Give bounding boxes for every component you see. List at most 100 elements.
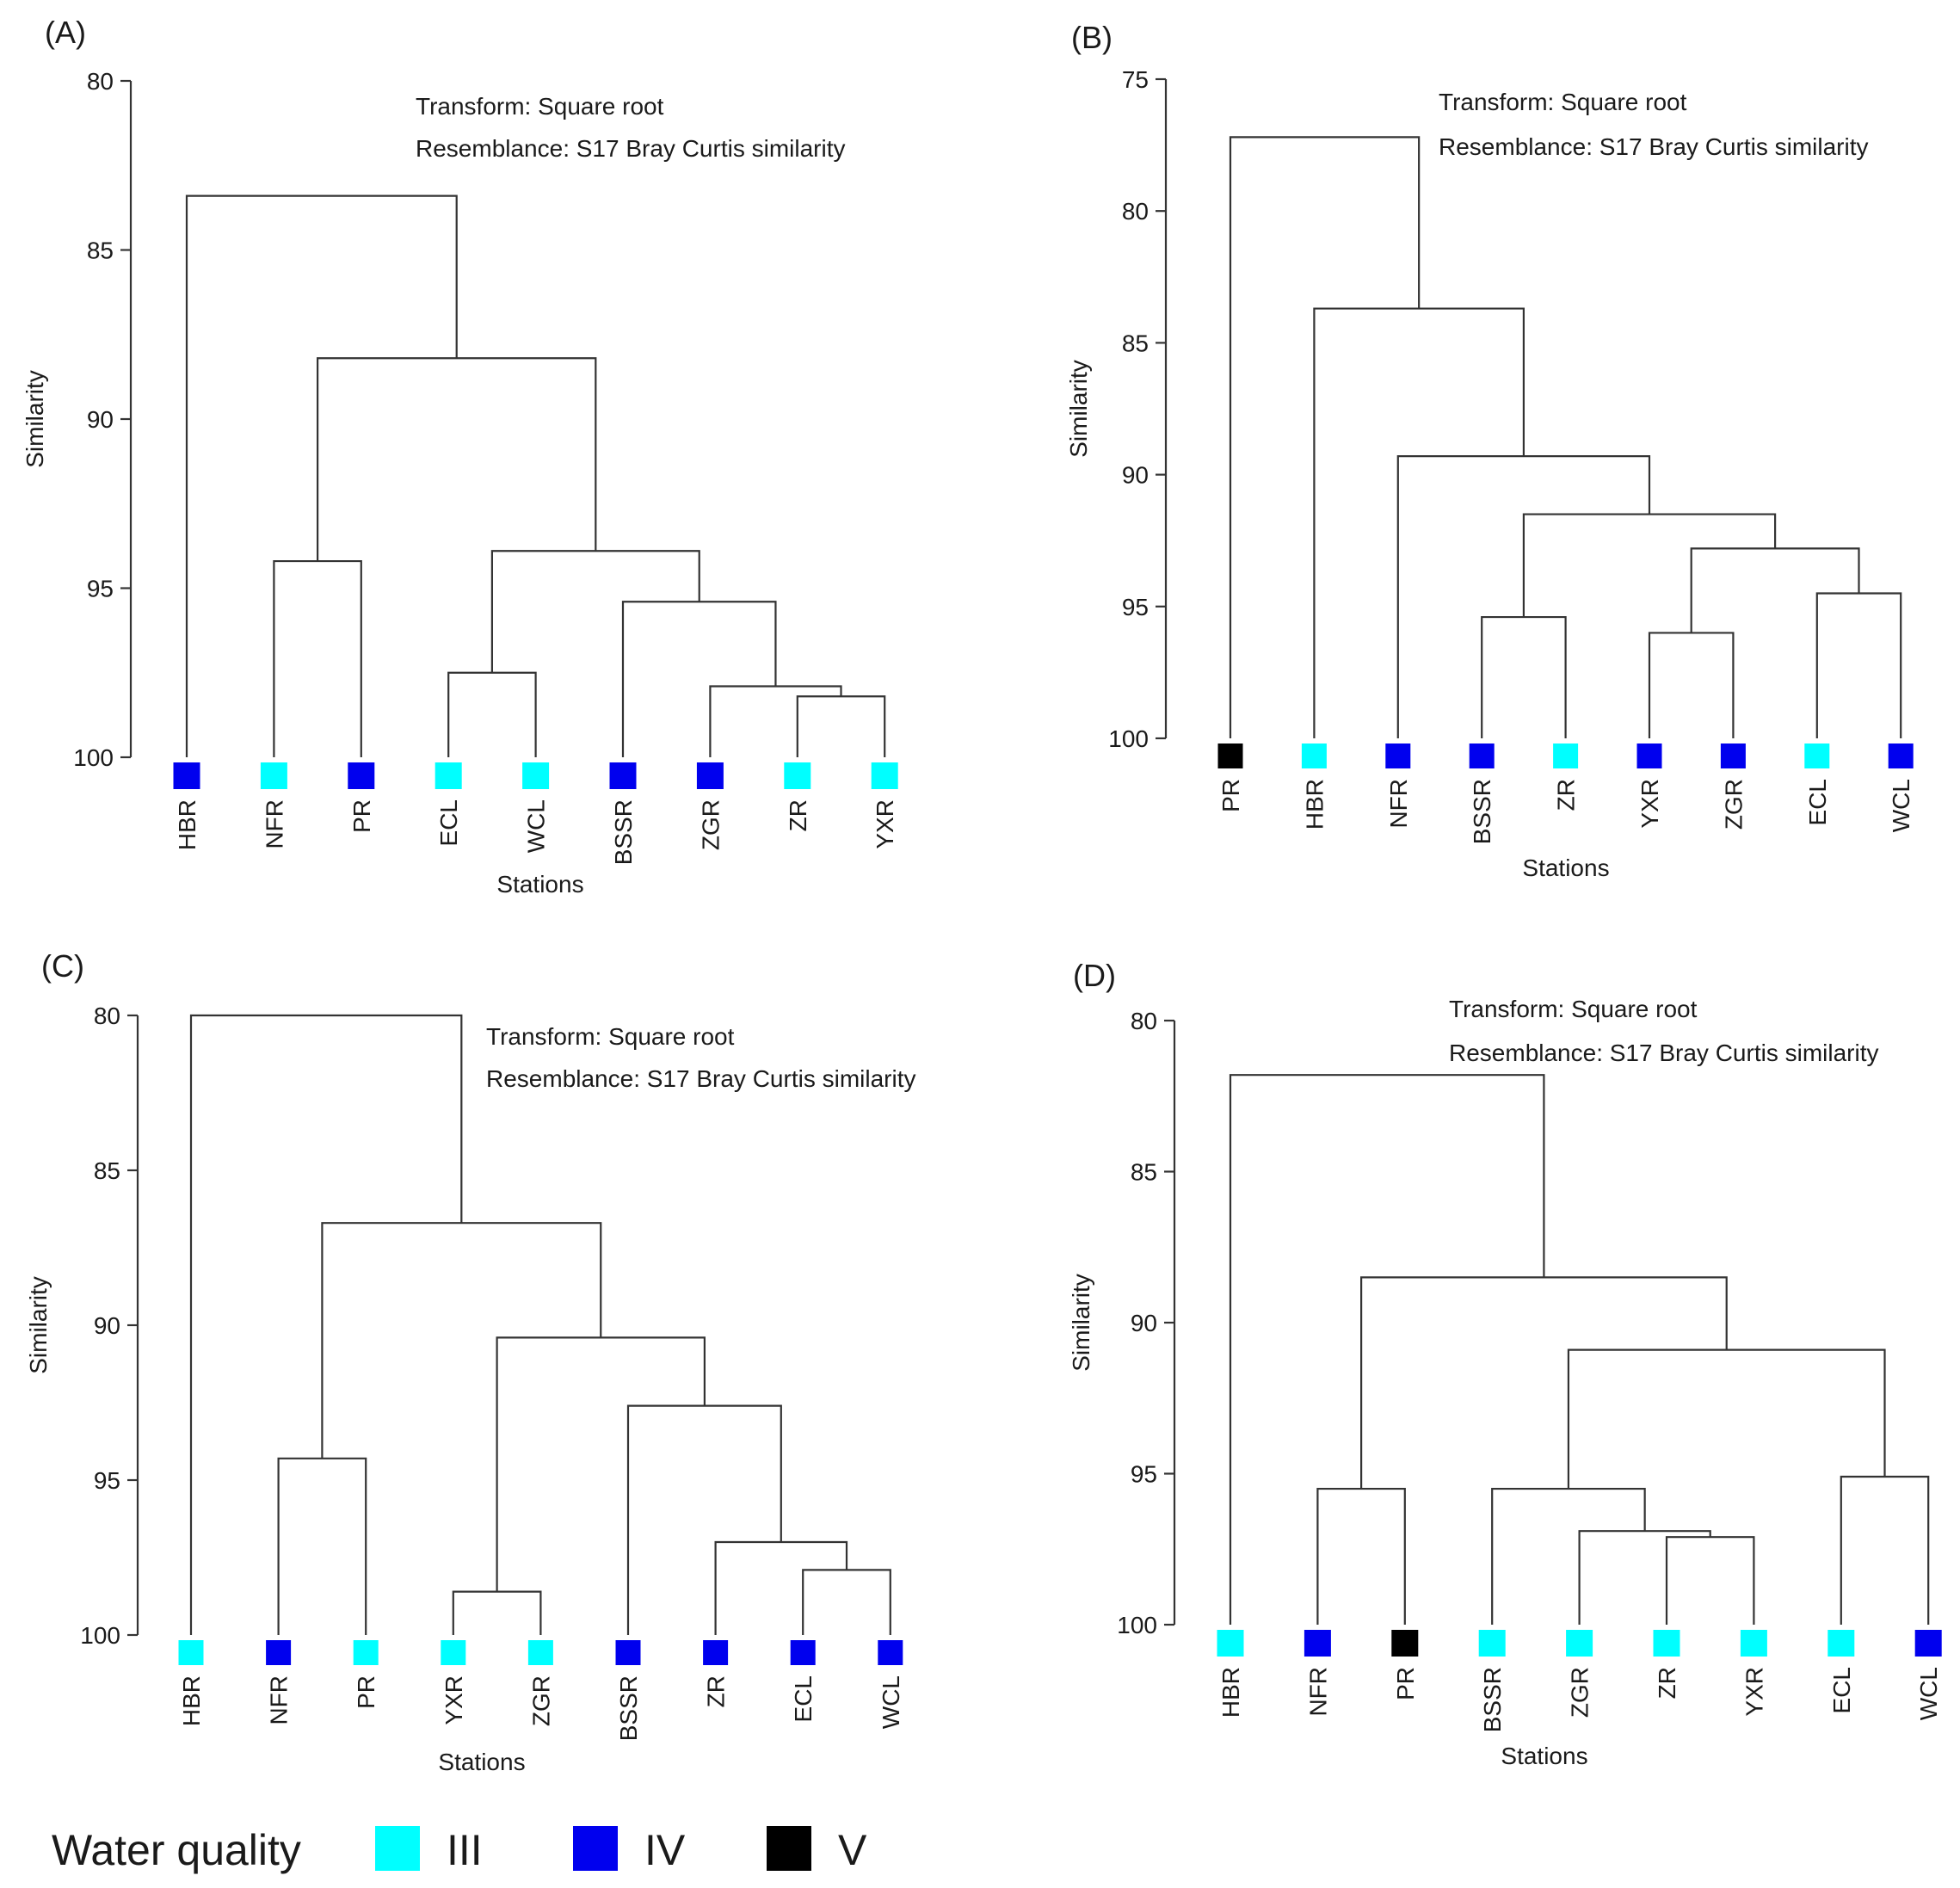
dendrogram-branch xyxy=(452,1590,542,1635)
dendrogram-branch xyxy=(496,1336,706,1592)
leaf-label-hbr: HBR xyxy=(178,1675,205,1726)
legend-label-v: V xyxy=(838,1826,867,1874)
y-tick-label: 80 xyxy=(87,68,114,95)
leaf-label-wcl: WCL xyxy=(1915,1667,1942,1720)
leaf-label-yxr: YXR xyxy=(441,1675,467,1725)
leaf-label-zgr: ZGR xyxy=(697,799,724,850)
y-tick-label: 90 xyxy=(94,1312,120,1339)
dendrogram-branch xyxy=(273,559,362,757)
dendrogram-branch xyxy=(1690,547,1860,633)
leaf-marker-yxr xyxy=(441,1640,466,1665)
leaf-marker-zgr xyxy=(1720,743,1746,768)
leaf-label-ecl: ECL xyxy=(790,1675,817,1722)
leaf-marker-nfr xyxy=(1304,1630,1331,1657)
resemblance-note: Resemblance: S17 Bray Curtis similarity xyxy=(1449,1040,1879,1066)
leaf-marker-nfr xyxy=(1385,743,1411,768)
leaf-marker-zr xyxy=(784,762,811,789)
leaf-marker-pr xyxy=(1217,743,1243,768)
panel-label: (D) xyxy=(1073,958,1116,993)
dendrogram-branch xyxy=(1316,1487,1406,1625)
leaf-label-zgr: ZGR xyxy=(527,1675,554,1726)
y-tick-label: 95 xyxy=(94,1467,120,1494)
y-tick-label: 100 xyxy=(1108,725,1149,752)
leaf-marker-bssr xyxy=(1478,1630,1506,1657)
leaf-label-pr: PR xyxy=(348,799,375,833)
leaf-label-nfr: NFR xyxy=(1385,779,1412,829)
leaf-label-bssr: BSSR xyxy=(1479,1667,1506,1732)
legend-swatch-iv xyxy=(573,1826,618,1871)
dendrogram-branch xyxy=(1567,1348,1886,1490)
dendrogram-branch xyxy=(321,1222,602,1459)
resemblance-note: Resemblance: S17 Bray Curtis similarity xyxy=(1439,133,1869,160)
legend-label-iv: IV xyxy=(644,1826,686,1874)
leaf-marker-pr xyxy=(1391,1630,1419,1657)
y-tick-label: 85 xyxy=(1122,330,1149,356)
leaf-label-yxr: YXR xyxy=(1636,779,1663,829)
x-axis-title: Stations xyxy=(438,1749,525,1775)
resemblance-note: Resemblance: S17 Bray Curtis similarity xyxy=(486,1065,916,1092)
leaf-marker-nfr xyxy=(266,1640,292,1665)
dendrogram-branch xyxy=(185,194,458,757)
leaf-label-wcl: WCL xyxy=(878,1675,904,1729)
leaf-marker-hbr xyxy=(1301,743,1327,768)
y-axis-title: Similarity xyxy=(1065,360,1092,458)
leaf-label-ecl: ECL xyxy=(1828,1667,1855,1713)
leaf-marker-ecl xyxy=(1827,1630,1855,1657)
y-tick-label: 85 xyxy=(1131,1159,1157,1186)
water-quality-legend: Water quality III IV V xyxy=(52,1826,867,1874)
transform-note: Transform: Square root xyxy=(1439,89,1687,115)
leaf-label-pr: PR xyxy=(353,1675,379,1709)
dendrogram-panel-c: (C) Transform: Square root Resemblance: S1… xyxy=(25,948,916,1775)
leaf-marker-pr xyxy=(353,1640,379,1665)
y-tick-label: 95 xyxy=(1122,594,1149,620)
panels: (A) Transform: Square root Resemblance: S1… xyxy=(22,15,1942,1775)
leaf-marker-yxr xyxy=(1636,743,1662,768)
dendrogram-branch xyxy=(490,550,700,673)
leaf-marker-ecl xyxy=(790,1640,816,1665)
leaf-label-zgr: ZGR xyxy=(1567,1667,1593,1718)
leaf-label-zgr: ZGR xyxy=(1720,779,1747,830)
leaf-label-wcl: WCL xyxy=(1888,779,1914,832)
panel-label: (C) xyxy=(41,948,84,984)
leaf-label-wcl: WCL xyxy=(523,799,550,853)
x-axis-title: Stations xyxy=(1522,855,1609,881)
dendrogram-branch xyxy=(796,695,886,757)
leaf-marker-wcl xyxy=(522,762,550,789)
y-tick-label: 90 xyxy=(87,406,114,433)
y-tick-label: 90 xyxy=(1131,1310,1157,1336)
y-tick-label: 80 xyxy=(1131,1008,1157,1034)
leaf-marker-wcl xyxy=(878,1640,903,1665)
leaf-marker-pr xyxy=(348,762,375,789)
dendrogram-branch xyxy=(189,1014,463,1635)
dendrogram-panel-d: (D) Transform: Square root Resemblance: S1… xyxy=(1068,958,1942,1769)
x-axis-title: Stations xyxy=(1501,1743,1587,1769)
panel-label: (B) xyxy=(1071,20,1113,55)
leaf-label-yxr: YXR xyxy=(872,799,898,849)
legend-swatch-v xyxy=(767,1826,811,1871)
transform-note: Transform: Square root xyxy=(486,1023,735,1050)
dendrogram-branch xyxy=(1360,1276,1728,1490)
dendrogram-branch xyxy=(1578,1530,1711,1625)
dendrogram-branch xyxy=(1665,1536,1755,1625)
leaf-label-ecl: ECL xyxy=(435,799,462,846)
leaf-label-bssr: BSSR xyxy=(610,799,637,865)
dendrogram-branch xyxy=(447,671,537,757)
legend-items: III IV V xyxy=(375,1826,867,1874)
dendrogram-branch xyxy=(1491,1487,1646,1625)
dendrogram-branch xyxy=(1815,592,1902,738)
leaf-label-zr: ZR xyxy=(703,1675,730,1707)
leaf-label-zr: ZR xyxy=(1553,779,1580,811)
leaf-marker-bssr xyxy=(615,1640,641,1665)
leaf-marker-hbr xyxy=(178,1640,204,1665)
y-tick-label: 85 xyxy=(87,238,114,264)
leaf-label-pr: PR xyxy=(1392,1667,1419,1700)
dendrogram-branch xyxy=(1522,513,1777,618)
leaf-marker-hbr xyxy=(1217,1630,1244,1657)
dendrogram-branch xyxy=(1840,1475,1930,1625)
y-tick-label: 75 xyxy=(1122,66,1149,93)
leaf-label-zr: ZR xyxy=(1654,1667,1680,1699)
leaf-label-nfr: NFR xyxy=(1304,1667,1331,1717)
dendrogram-branch xyxy=(1229,136,1421,738)
leaf-marker-yxr xyxy=(1740,1630,1767,1657)
y-tick-label: 80 xyxy=(94,1003,120,1029)
